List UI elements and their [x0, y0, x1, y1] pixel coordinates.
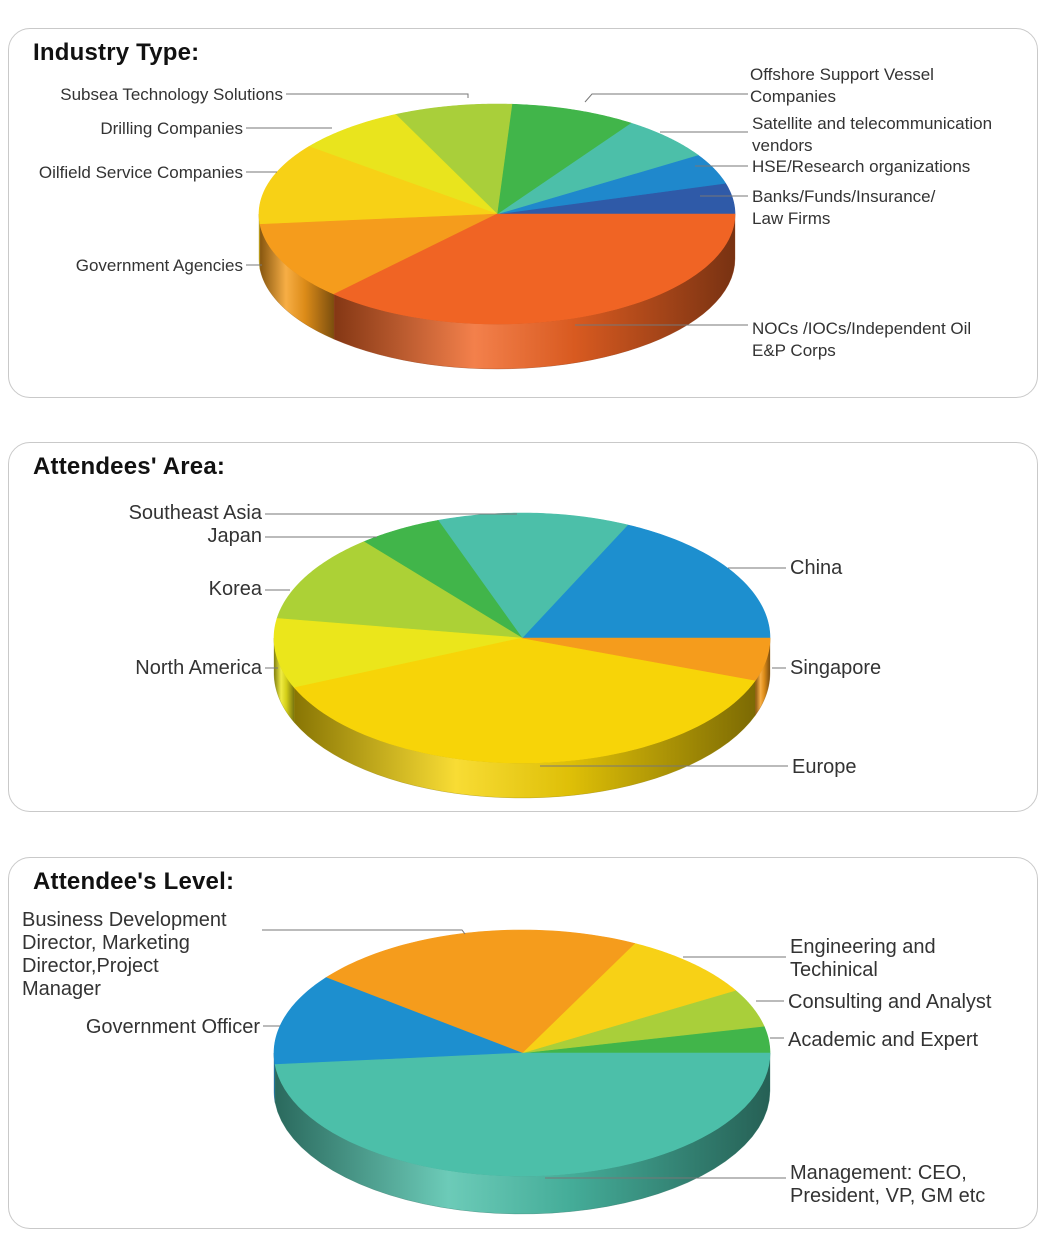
slice-label-offshore-support-vessel-companies: Offshore Support Vessel Companies	[750, 65, 934, 106]
attendee-s-level-pie: Academic and Expert Consulting and Analys…	[22, 909, 992, 1215]
attendees-area-title: Attendees' Area:	[33, 453, 226, 480]
slice-label-china: China	[790, 557, 843, 579]
pie-slice-subsea-technology-solutions	[395, 103, 513, 215]
pie-slice-government-officer	[273, 977, 523, 1065]
pie-slice-southeast-asia	[437, 512, 629, 639]
industry-type-title: Industry Type:	[33, 39, 200, 66]
slice-label-academic-and-expert: Academic and Expert	[788, 1029, 979, 1051]
slice-label-satellite-and-telecommunication-vendors: Satellite and telecommunication vendors	[752, 114, 992, 155]
industry-type-pie: Banks/Funds/Insurance/Law Firms HSE/Resea…	[39, 65, 992, 370]
slice-label-singapore: Singapore	[790, 657, 881, 679]
slice-label-banks-funds-insurance-law-firms: Banks/Funds/Insurance/Law Firms	[752, 187, 936, 228]
attendee-level-title: Attendee's Level:	[33, 868, 235, 895]
pie-slice-government-agencies	[259, 213, 498, 295]
slice-label-consulting-and-analyst: Consulting and Analyst	[788, 991, 992, 1013]
pie-slice-engineering-and-techinical	[521, 943, 737, 1054]
pie-slice-offshore-support-vessel-companies	[496, 103, 632, 215]
slice-label-nocs-iocs-independent-oil-e-p-corps: NOCs /IOCs/Independent Oil E&P Corps	[752, 319, 971, 360]
slice-label-japan: Japan	[208, 525, 263, 547]
slice-label-engineering-and-techinical: Engineering and Techinical	[790, 936, 936, 981]
slice-label-management-ceo-president-vp-gm-etc: Management: CEO, President, VP, GM etc	[790, 1162, 985, 1207]
slice-label-north-america: North America	[135, 657, 263, 679]
slice-label-government-agencies: Government Agencies	[76, 256, 243, 275]
pie-slice-china	[521, 524, 771, 639]
slice-label-hse-research-organizations: HSE/Research organizations	[752, 157, 970, 176]
leader-line-offshore-support-vessel-companies	[584, 93, 748, 103]
pie-slice-japan	[363, 520, 523, 639]
pie-slice-north-america	[273, 618, 523, 688]
pie-slice-oilfield-service-companies	[258, 146, 498, 225]
pie-slice-korea	[276, 541, 523, 639]
slice-label-government-officer: Government Officer	[86, 1016, 260, 1038]
pie-slice-nocs-iocs-independent-oil-e-p-corps	[333, 213, 736, 325]
slice-label-korea: Korea	[209, 578, 263, 600]
slice-label-business-development-director-marketing-director-project-manager: Business Development Director, Marketing D…	[22, 909, 227, 1000]
pie-slice-consulting-and-analyst	[521, 990, 765, 1054]
leader-line-business-development-director-marketing-director-project-manager	[262, 929, 466, 935]
pie-slice-banks-funds-insurance-law-firms	[496, 182, 736, 215]
slice-label-europe: Europe	[792, 756, 857, 778]
pie-slice-satellite-and-telecommunication-vendors	[496, 122, 699, 215]
slice-label-southeast-asia: Southeast Asia	[129, 502, 263, 524]
slice-label-oilfield-service-companies: Oilfield Service Companies	[39, 163, 243, 182]
leader-line-subsea-technology-solutions	[286, 93, 469, 98]
pie-slice-hse-research-organizations	[496, 154, 727, 215]
pie-slice-singapore	[521, 637, 771, 681]
slice-label-drilling-companies: Drilling Companies	[100, 119, 243, 138]
pie-slice-europe	[293, 637, 756, 764]
slice-label-subsea-technology-solutions: Subsea Technology Solutions	[60, 85, 283, 104]
pie-slice-drilling-companies	[308, 114, 498, 215]
pie-slice-management-ceo-president-vp-gm-etc	[274, 1052, 771, 1177]
pie-slice-business-development-director-marketing-director-project-manager	[325, 929, 636, 1054]
